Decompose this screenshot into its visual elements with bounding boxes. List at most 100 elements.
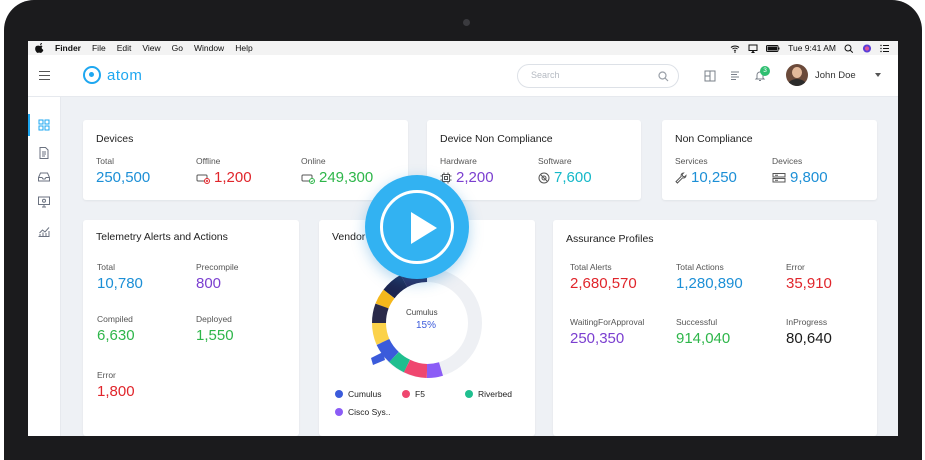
metric-total: Total 250,500 (96, 156, 150, 186)
menu-edit[interactable]: Edit (116, 43, 132, 53)
donut-segment-dark (383, 274, 408, 299)
metric-label: Precompile (196, 262, 239, 272)
list-icon[interactable] (729, 70, 741, 82)
menu-view[interactable]: View (142, 43, 161, 53)
hamburger-menu-icon[interactable] (39, 71, 50, 80)
legend-item-riverbed[interactable]: Riverbed (465, 389, 512, 399)
donut-segment-cumulus (376, 338, 399, 363)
metric-online: Online 249,300 (301, 156, 373, 186)
metric-value: 800 (196, 275, 222, 292)
logo[interactable]: atom (83, 66, 142, 84)
donut-segment-darkgray (372, 303, 389, 324)
sidebar-item-documents[interactable] (37, 146, 51, 160)
metric-label: Total (97, 262, 115, 272)
legend-dot (335, 390, 343, 398)
metric-value: 1,800 (97, 383, 135, 400)
sidebar-item-inbox[interactable] (37, 170, 51, 184)
camera-icon (463, 19, 470, 26)
metric-label: Successful (676, 317, 718, 327)
metric-hardware: Hardware 2,200 (440, 156, 494, 186)
legend-dot (335, 408, 343, 416)
metric-label: Deployed (196, 314, 232, 324)
card-title: Device Non Compliance (440, 133, 553, 145)
menu-file[interactable]: File (91, 43, 106, 53)
legend-label: Cisco Sys.. (348, 407, 391, 417)
legend-item-cisco[interactable]: Cisco Sys.. (335, 407, 391, 417)
metric-label: Services (675, 156, 708, 166)
siri-icon[interactable] (862, 43, 872, 53)
metric-label: InProgress (786, 317, 828, 327)
wifi-icon[interactable] (730, 44, 740, 53)
card-title: Assurance Profiles (566, 233, 654, 245)
search-input[interactable] (531, 70, 651, 80)
spotlight-icon[interactable] (844, 44, 854, 53)
card-title: Devices (96, 133, 134, 145)
software-gear-icon (538, 172, 550, 183)
user-name[interactable]: John Doe (815, 70, 856, 81)
metric-successful: Successful 914,040 (676, 317, 730, 347)
metric-waiting-for-approval: WaitingForApproval 250,350 (570, 317, 644, 347)
menu-window[interactable]: Window (193, 43, 225, 53)
metric-deployed: Deployed 1,550 (196, 314, 234, 344)
menu-finder[interactable]: Finder (55, 43, 81, 53)
metric-software: Software 7,600 (538, 156, 592, 186)
metric-value: 1,550 (196, 327, 234, 344)
metric-label: Software (538, 156, 572, 166)
play-ring (380, 190, 454, 264)
metric-total-actions: Total Actions 1,280,890 (676, 262, 743, 292)
legend-label: Cumulus (348, 389, 382, 399)
airplay-icon[interactable] (748, 44, 758, 53)
chevron-down-icon[interactable] (875, 73, 881, 77)
metric-label: Error (786, 262, 805, 272)
play-icon (411, 212, 437, 244)
sidebar-item-monitor[interactable] (37, 195, 51, 209)
metric-value: 10,250 (675, 169, 737, 186)
device-non-compliance-card: Device Non Compliance Hardware 2,200 Sof… (427, 120, 641, 200)
legend-item-cumulus[interactable]: Cumulus (335, 389, 382, 399)
menu-help[interactable]: Help (235, 43, 253, 53)
metric-value-text: 249,300 (319, 169, 374, 186)
metric-value: 9,800 (772, 169, 828, 186)
donut-center-label: Cumulus (406, 308, 438, 317)
card-title: Telemetry Alerts and Actions (96, 231, 228, 243)
metric-precompile: Precompile 800 (196, 262, 239, 292)
metric-label: Online (301, 156, 326, 166)
metric-value-text: 250,500 (96, 169, 151, 186)
metric-value: 6,630 (97, 327, 135, 344)
offline-device-icon (196, 174, 210, 184)
metric-label: Total Alerts (570, 262, 612, 272)
sidebar-item-dashboard[interactable] (37, 118, 51, 132)
non-compliance-card: Non Compliance Services 10,250 Devices 9… (662, 120, 877, 200)
legend-item-f5[interactable]: F5 (402, 389, 425, 399)
atom-logo-icon (83, 66, 101, 84)
metric-compiled: Compiled 6,630 (97, 314, 135, 344)
metric-offline: Offline 1,200 (196, 156, 252, 186)
layout-icon[interactable] (704, 70, 716, 82)
play-video-button[interactable] (365, 175, 469, 279)
metric-value: 80,640 (786, 330, 832, 347)
donut-center-value: 15% (416, 320, 437, 331)
donut-segment-yellow (375, 289, 395, 309)
metric-value: 35,910 (786, 275, 832, 292)
sidebar-item-analytics[interactable] (37, 224, 51, 238)
metric-value: 250,500 (96, 169, 150, 186)
search-icon[interactable] (658, 71, 669, 82)
logo-text: atom (107, 66, 143, 84)
notification-center-icon[interactable] (880, 44, 890, 53)
metric-value: 2,680,570 (570, 275, 637, 292)
sidebar-active-indicator (28, 114, 30, 136)
metric-label: Compiled (97, 314, 133, 324)
metric-label: Hardware (440, 156, 477, 166)
metric-label: Offline (196, 156, 221, 166)
metric-error: Error 1,800 (97, 370, 135, 400)
menu-go[interactable]: Go (171, 43, 183, 53)
metric-label: Error (97, 370, 116, 380)
metric-in-progress: InProgress 80,640 (786, 317, 832, 347)
app-header: atom 3 John Doe (28, 55, 898, 97)
menubar-clock: Tue 9:41 AM (788, 43, 836, 53)
apple-icon[interactable] (35, 43, 45, 53)
battery-icon[interactable] (766, 44, 780, 53)
metric-value: 2,200 (440, 169, 494, 186)
server-icon (772, 172, 786, 182)
avatar[interactable] (786, 64, 808, 86)
